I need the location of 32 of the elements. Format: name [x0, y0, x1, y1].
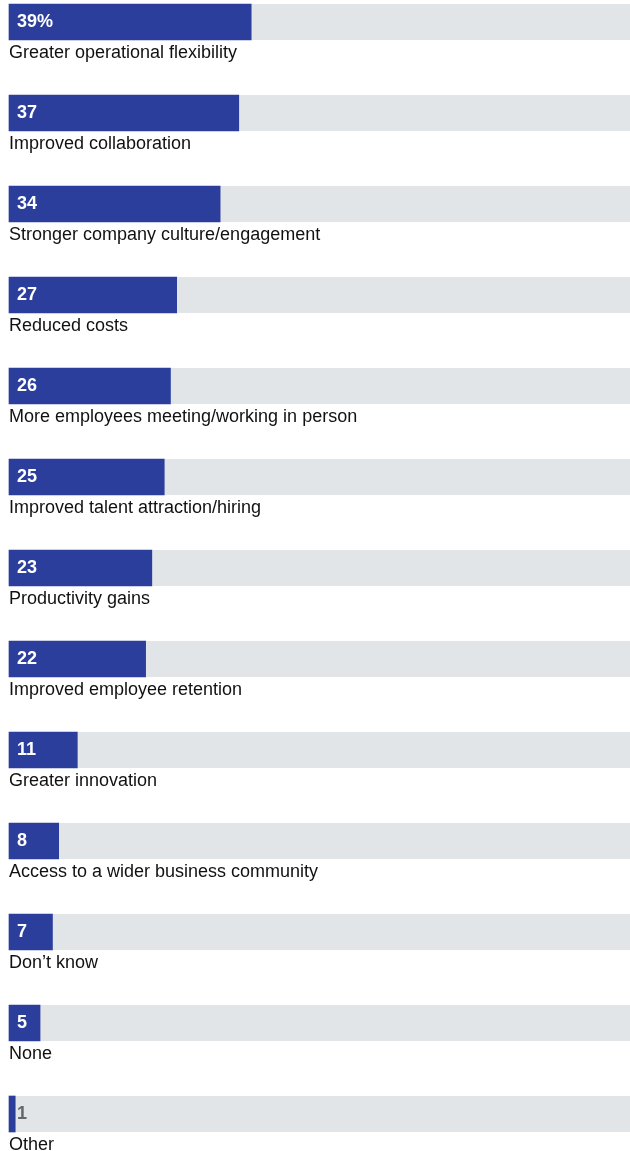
bar	[8, 640, 146, 678]
bar	[8, 822, 60, 860]
bar	[8, 1095, 16, 1133]
y-tick-label: Don’t know	[9, 951, 100, 972]
data-label: 34	[17, 192, 38, 213]
y-tick-label: Other	[9, 1133, 55, 1151]
y-tick-label: Improved talent attraction/hiring	[9, 496, 262, 517]
data-label: 23	[17, 556, 38, 577]
data-label: 27	[17, 283, 38, 304]
data-label: 5	[17, 1011, 28, 1032]
y-tick-label: Productivity gains	[9, 587, 151, 608]
data-label: 1	[17, 1102, 28, 1123]
y-tick-label: Access to a wider business community	[9, 860, 319, 881]
bar	[8, 913, 53, 951]
y-tick-label: More employees meeting/working in person	[9, 405, 358, 426]
y-tick-label: None	[9, 1042, 53, 1063]
data-label: 39%	[17, 10, 54, 31]
bar	[8, 549, 153, 587]
y-tick-label: Greater operational flexibility	[9, 41, 238, 62]
data-label: 22	[17, 647, 38, 668]
data-label: 8	[17, 829, 28, 850]
data-label: 11	[17, 738, 37, 759]
data-label: 25	[17, 465, 38, 486]
y-tick-label: Improved collaboration	[9, 132, 192, 153]
bar	[8, 731, 78, 769]
y-tick-label: Improved employee retention	[9, 678, 243, 699]
data-label: 37	[17, 101, 38, 122]
y-tick-label: Stronger company culture/engagement	[9, 223, 321, 244]
y-tick-label: Greater innovation	[9, 769, 158, 790]
y-tick-label: Reduced costs	[9, 314, 129, 335]
data-label: 7	[17, 920, 28, 941]
data-label: 26	[17, 374, 38, 395]
